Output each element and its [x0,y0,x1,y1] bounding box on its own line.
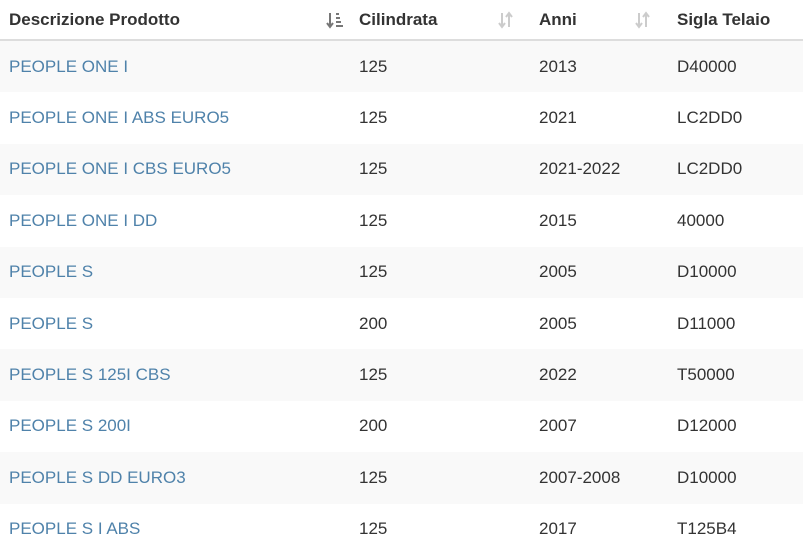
sort-icon[interactable] [497,11,515,29]
displacement: 125 [359,519,388,539]
frame-code: LC2DD0 [677,108,743,128]
column-header[interactable]: Cilindrata [350,0,530,41]
years: 2017 [539,519,577,539]
years: 2015 [539,210,577,230]
years: 2005 [539,313,577,333]
table-row: PEOPLE S 125 2005 D10000 [0,246,803,298]
column-header[interactable]: Descrizione Prodotto [0,0,350,41]
table-row: PEOPLE ONE I CBS EURO5 125 2021-2022 LC2DD0 [0,143,803,196]
table-row: PEOPLE S 200I 200 2007 D12000 [0,401,803,452]
years: 2005 [530,246,668,298]
product-link[interactable]: PEOPLE S 125I CBS [0,349,350,401]
displacement: 125 [359,210,388,230]
years: 2021-2022 [530,143,668,196]
years: 2021 [539,108,577,128]
frame-code: T50000 [668,349,803,401]
years: 2022 [530,349,668,401]
column-label: Descrizione Prodotto [9,9,180,29]
product-link[interactable]: PEOPLE S 200I [9,416,131,436]
product-link[interactable]: PEOPLE ONE I [0,40,350,93]
table-row: PEOPLE ONE I DD 125 2015 40000 [0,195,803,246]
product-link[interactable]: PEOPLE S I ABS [9,519,141,539]
sort-icon-active[interactable] [326,11,344,29]
product-link[interactable]: PEOPLE S [9,313,94,333]
years: 2013 [530,40,668,93]
product-link[interactable]: PEOPLE S DD EURO3 [0,452,350,504]
displacement: 200 [359,416,388,436]
column-label: Cilindrata [359,9,438,29]
product-link[interactable]: PEOPLE S [0,246,350,298]
table-row: PEOPLE S 125I CBS 125 2022 T50000 [0,349,803,401]
column-header[interactable]: Sigla Telaio [668,0,803,41]
displacement: 200 [359,313,388,333]
product-link[interactable]: PEOPLE ONE I CBS EURO5 [0,143,350,196]
column-label: Sigla Telaio [677,9,771,29]
displacement: 125 [350,246,530,298]
table-row: PEOPLE S I ABS 125 2017 T125B4 [0,504,803,555]
displacement: 125 [359,108,388,128]
frame-code: D12000 [677,416,737,436]
table-row: PEOPLE ONE I 125 2013 D40000 [0,40,803,93]
years: 2007 [539,416,577,436]
product-link[interactable]: PEOPLE ONE I ABS EURO5 [9,108,230,128]
frame-code: D10000 [668,246,803,298]
table-row: PEOPLE ONE I ABS EURO5 125 2021 LC2DD0 [0,92,803,143]
column-header[interactable]: Anni [530,0,668,41]
years: 2007-2008 [530,452,668,504]
table-body: PEOPLE ONE I 125 2013 D40000 PEOPLE ONE I AB… [0,40,803,555]
displacement: 125 [350,40,530,93]
header-row: Descrizione Prodotto Cilindrata Anni Sig [0,0,803,41]
frame-code: LC2DD0 [668,143,803,196]
frame-code: D11000 [677,313,736,333]
product-link[interactable]: PEOPLE ONE I DD [9,210,158,230]
frame-code: 40000 [677,210,725,230]
frame-code: T125B4 [677,519,737,539]
frame-code: D10000 [668,452,803,504]
displacement: 125 [350,349,530,401]
table-row: PEOPLE S DD EURO3 125 2007-2008 D10000 [0,452,803,504]
column-label: Anni [539,9,577,29]
displacement: 125 [350,452,530,504]
sort-icon[interactable] [634,11,652,29]
table-row: PEOPLE S 200 2005 D11000 [0,298,803,349]
displacement: 125 [350,143,530,196]
frame-code: D40000 [668,40,803,93]
